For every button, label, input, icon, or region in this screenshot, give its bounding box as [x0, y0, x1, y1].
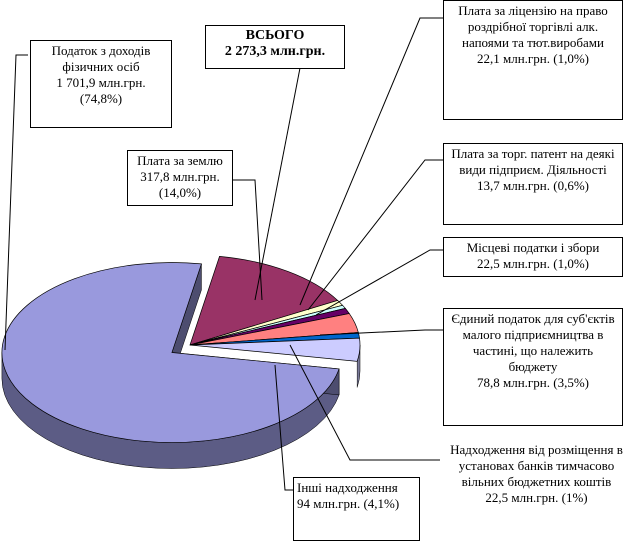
leader-line — [274, 364, 293, 491]
leader-line — [315, 249, 443, 316]
slice-label: Єдиний податок для суб'єктів малого підп… — [443, 308, 623, 426]
leader-line — [254, 67, 301, 301]
leader-line — [307, 159, 443, 311]
category-label: Інші надходження — [297, 480, 398, 495]
leader-line — [289, 344, 440, 461]
value-label: 22,5 млн.грн. — [485, 490, 559, 505]
slice-label: Інші надходження 94 млн.грн. (4,1%) — [293, 477, 420, 541]
total-box: ВСЬОГО 2 273,3 млн.грн. — [205, 25, 345, 69]
category-label: Податок з доходів фізичних осіб — [51, 43, 151, 74]
slice-label: Плата за землю 317,8 млн.грн. (14,0%) — [127, 150, 233, 206]
slice — [189, 255, 339, 346]
category-label: Плата за землю — [137, 153, 223, 168]
value-label: 94 млн.грн. — [297, 496, 361, 511]
leader-line — [319, 329, 443, 336]
total-value: 2 273,3 млн.грн. — [224, 44, 326, 59]
percent-label: (74,8%) — [79, 91, 123, 106]
value-label: 317,8 млн.грн. — [140, 169, 220, 184]
category-label: Місцеві податки і збори — [466, 240, 600, 255]
slice-label: Податок з доходів фізичних осіб 1 701,9 м… — [30, 40, 172, 128]
percent-label: (14,0%) — [158, 185, 202, 200]
total-label: ВСЬОГО — [245, 28, 305, 43]
value-label: 22,1 млн.грн. — [477, 51, 550, 66]
percent-label: (1,0%) — [553, 256, 589, 271]
slice-label: Місцеві податки і збори 22,5 млн.грн. (1,… — [443, 237, 623, 277]
category-label: Єдиний податок для суб'єктів малого підп… — [451, 311, 615, 374]
leader-line — [233, 179, 263, 301]
category-label: Плата за торг. патент на деякі види підп… — [451, 146, 615, 177]
slice-label: Надходження від розміщення в установах б… — [440, 440, 633, 553]
category-label: Плата за ліцензію на право роздрібної то… — [458, 3, 608, 50]
value-label: 1 701,9 млн.грн. — [56, 75, 146, 90]
slice-label: Плата за торг. патент на деякі види підп… — [443, 143, 623, 225]
value-label: 78,8 млн.грн. — [477, 375, 550, 390]
percent-label: (4,1%) — [363, 496, 400, 511]
percent-label: (0,6%) — [553, 178, 589, 193]
leader-lines — [4, 17, 443, 491]
percent-label: (1%) — [561, 490, 588, 505]
category-label: Надходження від розміщення в установах б… — [450, 442, 623, 489]
leader-line — [4, 54, 28, 351]
slice — [189, 337, 361, 362]
percent-label: (3,5%) — [553, 375, 589, 390]
leader-line — [299, 17, 443, 306]
value-label: 22,5 млн.грн. — [477, 256, 550, 271]
pie — [1, 255, 361, 469]
value-label: 13,7 млн.грн. — [477, 178, 550, 193]
slice-label: Плата за ліцензію на право роздрібної то… — [443, 0, 623, 120]
percent-label: (1,0%) — [553, 51, 589, 66]
